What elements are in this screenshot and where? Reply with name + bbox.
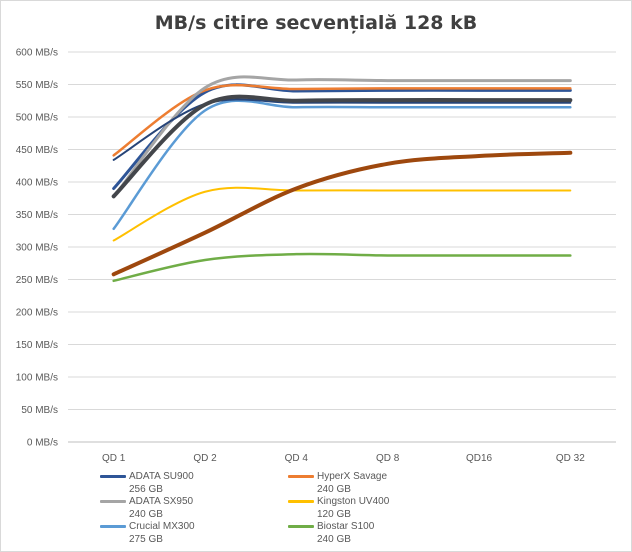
series-line-4 xyxy=(112,186,572,242)
legend-label: ADATA SX950 240 GB xyxy=(129,496,194,520)
y-tick-label: 600 MB/s xyxy=(16,48,58,59)
legend-swatch xyxy=(100,475,126,478)
x-tick-label: QD 4 xyxy=(285,453,309,464)
legend-label: Kingston UV400 120 GB xyxy=(317,496,390,520)
legend-swatch xyxy=(288,475,314,478)
x-tick-label: QD 32 xyxy=(556,453,585,464)
legend-swatch xyxy=(100,525,126,528)
series-line-3 xyxy=(112,75,572,199)
y-tick-label: 500 MB/s xyxy=(16,113,58,124)
y-tick-label: 200 MB/s xyxy=(16,308,58,319)
x-tick-label: QD 1 xyxy=(102,453,126,464)
y-tick-label: 300 MB/s xyxy=(16,243,58,254)
series-line-9 xyxy=(111,94,573,199)
legend-label: Biostar S100 240 GB xyxy=(317,521,375,545)
y-tick-label: 50 MB/s xyxy=(21,405,58,416)
legend-swatch xyxy=(100,500,126,503)
series-line-8 xyxy=(111,150,573,277)
legend-swatch xyxy=(288,500,314,503)
legend-label: Crucial MX300 275 GB xyxy=(129,521,195,545)
x-tick-label: QD 8 xyxy=(376,453,400,464)
series-line-5 xyxy=(112,99,572,231)
chart-legend: ADATA SU900 256 GB HyperX Savage 240 GB AD… xyxy=(100,470,520,550)
series-line-2 xyxy=(112,83,572,157)
legend-label: HyperX Savage 240 GB xyxy=(317,471,388,495)
legend-label: ADATA SU900 256 GB xyxy=(129,471,194,495)
y-tick-label: 400 MB/s xyxy=(16,178,58,189)
y-tick-label: 550 MB/s xyxy=(16,80,58,91)
y-tick-label: 350 MB/s xyxy=(16,210,58,221)
x-tick-label: QD16 xyxy=(466,453,493,464)
y-tick-label: 250 MB/s xyxy=(16,275,58,286)
series-line-6 xyxy=(112,252,572,283)
x-tick-label: QD 2 xyxy=(193,453,217,464)
series-line-7 xyxy=(112,98,572,161)
y-tick-label: 100 MB/s xyxy=(16,373,58,384)
y-tick-label: 0 MB/s xyxy=(27,438,58,449)
y-tick-label: 450 MB/s xyxy=(16,145,58,156)
y-tick-label: 150 MB/s xyxy=(16,340,58,351)
chart-title: MB/s citire secvențială 128 kB xyxy=(154,12,478,34)
legend-swatch xyxy=(288,525,314,528)
chart-plot: 0 MB/s 50 MB/s 100 MB/s 150 MB/s 200 MB/s 250… xyxy=(16,48,616,464)
